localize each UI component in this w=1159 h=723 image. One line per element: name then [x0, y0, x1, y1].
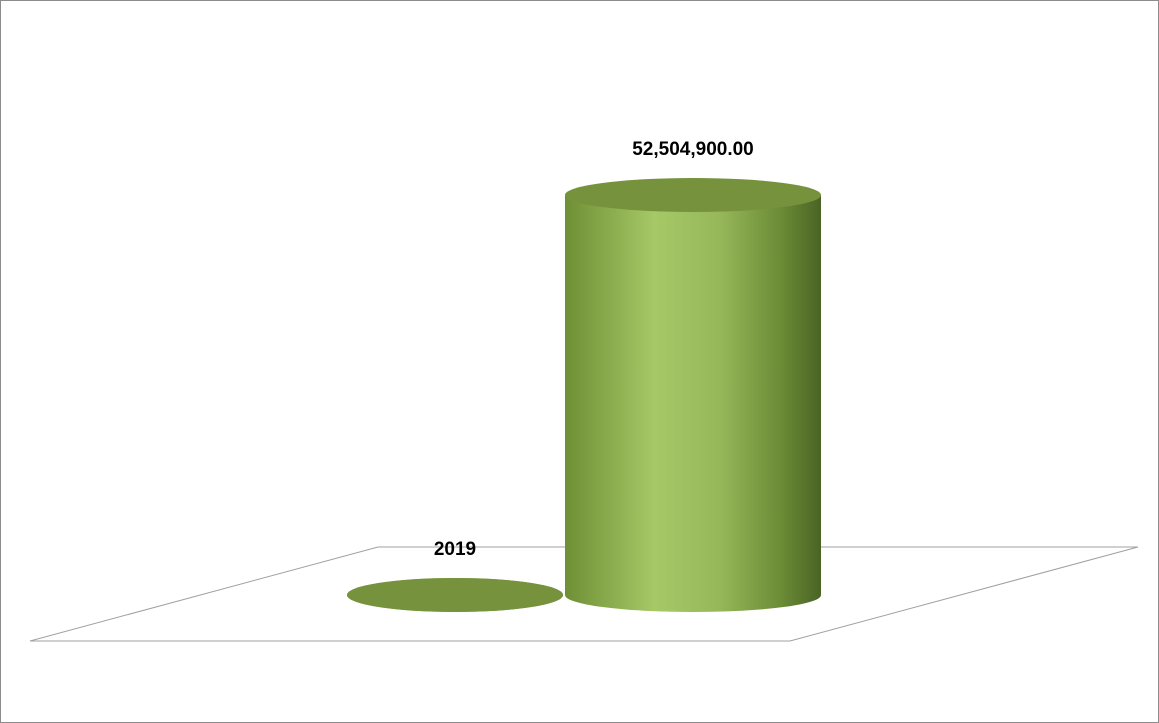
data-label: 2019 [434, 539, 476, 560]
cylinder-top [347, 577, 563, 612]
cylinder [347, 577, 563, 612]
cylinder-bottom [565, 578, 821, 612]
data-label: 52,504,900.00 [632, 139, 754, 160]
cylinder-top [565, 178, 821, 212]
cylinder-body [565, 195, 821, 595]
plot: 2019 52,504,900.00 [347, 139, 821, 612]
cylinder [565, 178, 821, 612]
floor [29, 546, 1139, 642]
